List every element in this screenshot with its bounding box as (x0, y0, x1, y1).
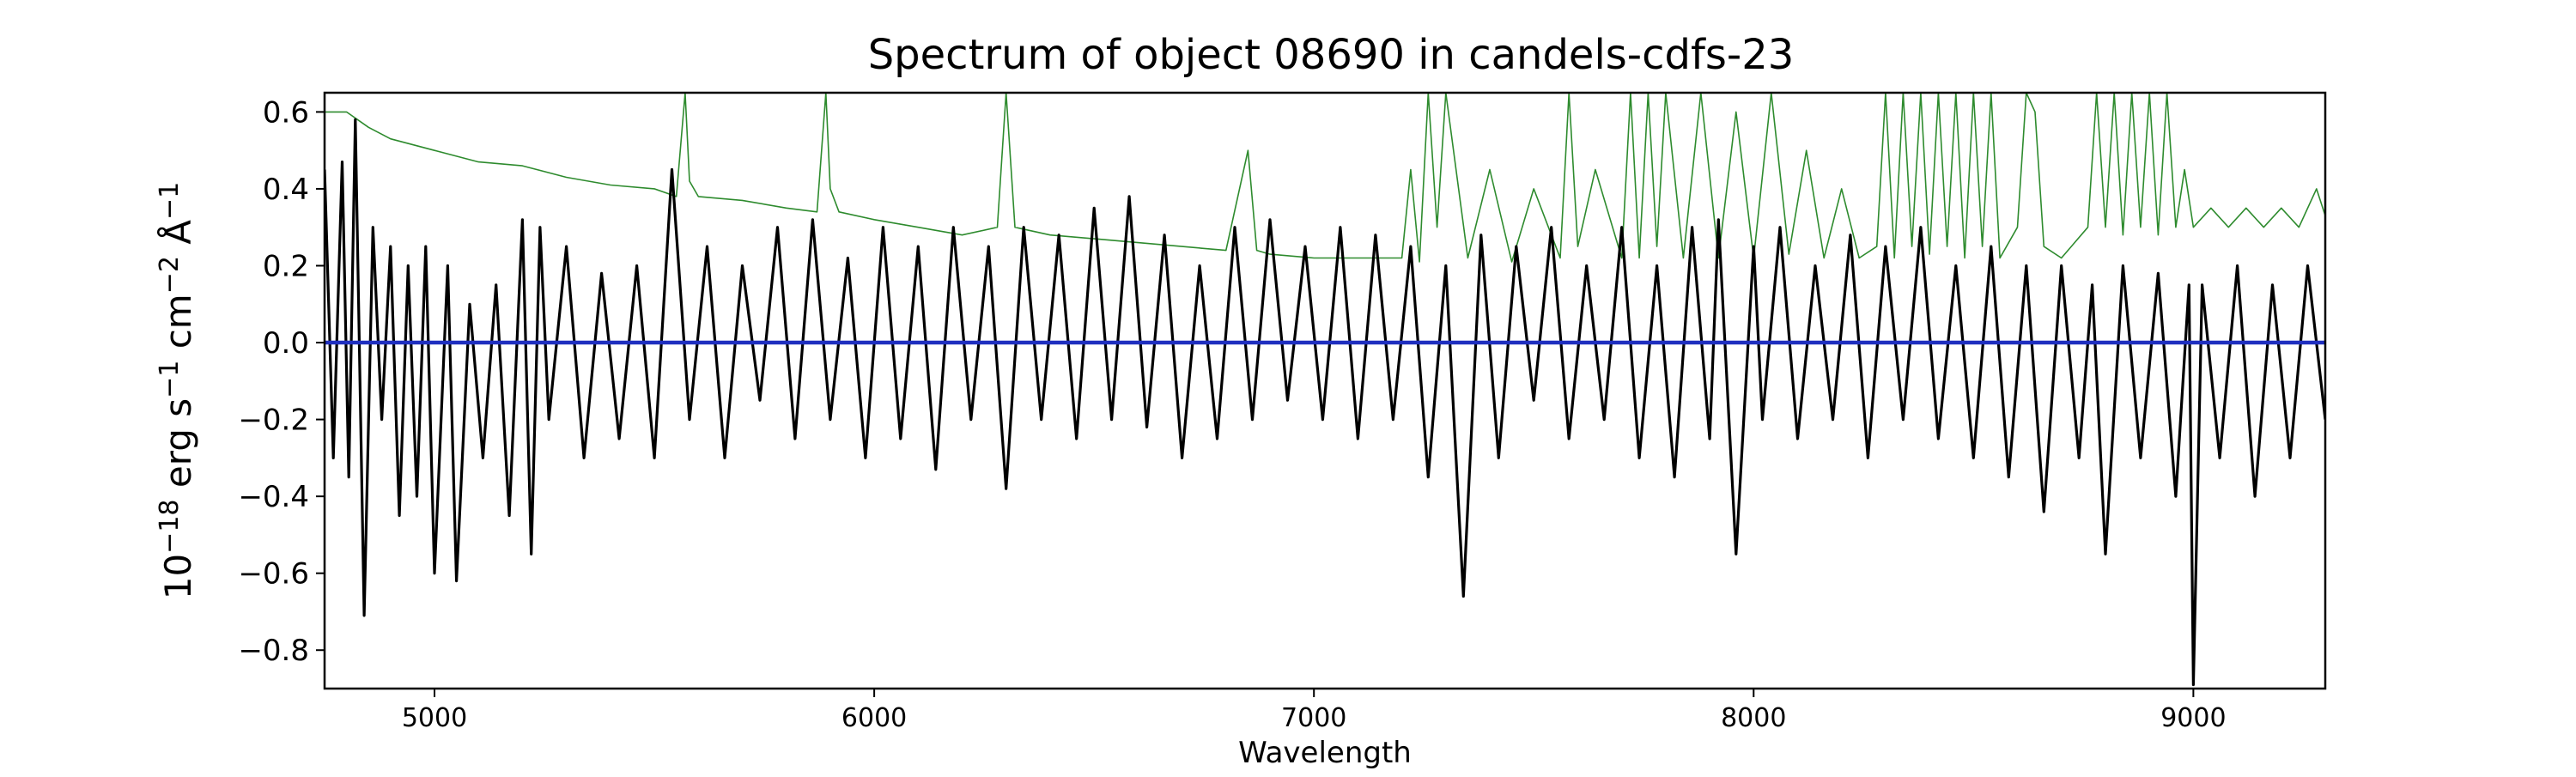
plot-frame (323, 91, 2327, 690)
y-tick-label: −0.2 (238, 404, 309, 438)
y-tick-label: −0.8 (238, 634, 309, 668)
y-tick-label: −0.6 (238, 557, 309, 592)
x-tick-label: 8000 (1721, 703, 1786, 733)
x-tick-label: 5000 (402, 703, 467, 733)
y-axis-label-unit2-exp: −2 (155, 256, 185, 294)
y-tick-label: 0.4 (263, 173, 309, 207)
error-series-line (325, 93, 2325, 263)
y-axis-label-base-exp: −18 (155, 500, 185, 554)
y-tick-label: 0.6 (263, 95, 309, 130)
x-tick-label: 6000 (841, 703, 907, 733)
plot-series (325, 93, 2325, 687)
x-axis-ticks: 5000 6000 7000 8000 9000 (402, 689, 2227, 733)
y-tick-label: 0.2 (263, 249, 309, 283)
y-axis-label-unit1-exp: −1 (155, 361, 185, 398)
y-axis-ticks: 0.6 0.4 0.2 0.0 −0.2 −0.4 −0.6 −0.8 (238, 95, 325, 668)
y-tick-label: −0.4 (238, 480, 309, 514)
y-axis-label-unit3-exp: −1 (155, 182, 185, 220)
y-axis-label-unit2: cm (157, 294, 199, 360)
y-axis-label: 10−18 erg s−1 cm−2 Å−1 (155, 182, 199, 600)
chart-title: Spectrum of object 08690 in candels-cdfs… (868, 31, 1795, 79)
x-tick-label: 9000 (2160, 703, 2226, 733)
y-tick-label: 0.0 (263, 326, 309, 361)
x-axis-label: Wavelength (1238, 736, 1412, 770)
x-tick-label: 7000 (1281, 703, 1346, 733)
y-axis-label-unit1: erg s (157, 398, 199, 500)
y-axis-label-base: 10 (157, 554, 199, 599)
flux-series-line (325, 118, 2325, 687)
y-axis-label-unit3: Å (156, 220, 199, 256)
